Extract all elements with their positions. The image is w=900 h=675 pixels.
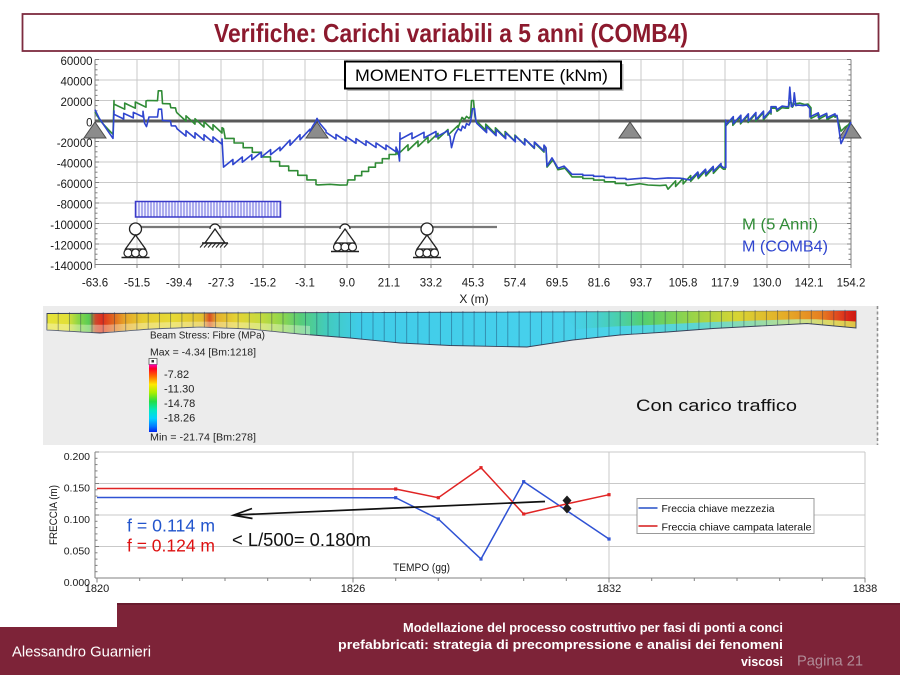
- svg-text:-80000: -80000: [57, 200, 93, 212]
- svg-text:33.2: 33.2: [420, 278, 442, 290]
- svg-text:-60000: -60000: [57, 179, 93, 191]
- svg-text:1820: 1820: [85, 583, 109, 595]
- svg-text:Modellazione del processo cost: Modellazione del processo costruttivo pe…: [403, 620, 783, 635]
- svg-text:Verifiche: Carichi variabili a: Verifiche: Carichi variabili a 5 anni (C…: [214, 18, 688, 48]
- svg-text:-14.78: -14.78: [164, 398, 195, 410]
- svg-text:Max = -4.34 [Bm:1218]: Max = -4.34 [Bm:1218]: [150, 347, 256, 359]
- svg-text:130.0: 130.0: [753, 278, 782, 290]
- svg-text:f = 0.124 m: f = 0.124 m: [127, 536, 215, 556]
- svg-text:105.8: 105.8: [669, 278, 698, 290]
- svg-text:0.150: 0.150: [64, 483, 90, 495]
- svg-text:0.000: 0.000: [64, 577, 90, 589]
- svg-text:-40000: -40000: [57, 159, 93, 171]
- svg-text:< L/500= 0.180m: < L/500= 0.180m: [232, 529, 371, 550]
- svg-text:1832: 1832: [597, 583, 621, 595]
- svg-text:20000: 20000: [61, 97, 93, 109]
- svg-text:Alessandro Guarnieri: Alessandro Guarnieri: [12, 644, 151, 661]
- svg-text:-39.4: -39.4: [166, 278, 193, 290]
- svg-text:9.0: 9.0: [339, 278, 355, 290]
- svg-text:45.3: 45.3: [462, 278, 484, 290]
- svg-text:Freccia chiave campata lateral: Freccia chiave campata laterale: [662, 521, 812, 533]
- svg-text:154.2: 154.2: [837, 278, 866, 290]
- svg-text:60000: 60000: [61, 56, 93, 68]
- svg-text:-15.2: -15.2: [250, 278, 276, 290]
- svg-text:Con carico traffico: Con carico traffico: [636, 396, 797, 415]
- svg-text:93.7: 93.7: [630, 278, 652, 290]
- svg-text:-100000: -100000: [50, 220, 92, 232]
- svg-text:Pagina 21: Pagina 21: [797, 654, 863, 670]
- svg-text:f = 0.114 m: f = 0.114 m: [127, 516, 215, 536]
- svg-text:-27.3: -27.3: [208, 278, 234, 290]
- svg-text:69.5: 69.5: [546, 278, 568, 290]
- svg-text:57.4: 57.4: [504, 278, 527, 290]
- svg-text:M (COMB4): M (COMB4): [742, 239, 828, 256]
- svg-text:0.100: 0.100: [64, 514, 90, 526]
- svg-text:-7.82: -7.82: [164, 369, 189, 381]
- svg-text:X (m): X (m): [459, 292, 488, 306]
- svg-text:142.1: 142.1: [795, 278, 824, 290]
- svg-text:81.6: 81.6: [588, 278, 610, 290]
- svg-text:TEMPO (gg): TEMPO (gg): [393, 562, 450, 574]
- svg-text:0.050: 0.050: [64, 546, 90, 558]
- svg-text:viscosi: viscosi: [741, 654, 783, 669]
- svg-text:-11.30: -11.30: [164, 384, 194, 396]
- svg-text:FRECCIA (m): FRECCIA (m): [48, 485, 60, 545]
- svg-text:prefabbricati: strategia di pr: prefabbricati: strategia di precompressi…: [338, 637, 783, 652]
- svg-text:-120000: -120000: [50, 241, 92, 253]
- svg-text:21.1: 21.1: [378, 278, 400, 290]
- svg-text:-3.1: -3.1: [295, 278, 315, 290]
- svg-text:40000: 40000: [61, 77, 93, 89]
- svg-text:-51.5: -51.5: [124, 278, 150, 290]
- svg-text:MOMENTO FLETTENTE (kNm): MOMENTO FLETTENTE (kNm): [355, 67, 608, 85]
- svg-text:-63.6: -63.6: [82, 278, 108, 290]
- svg-text:M (5 Anni): M (5 Anni): [742, 217, 818, 234]
- svg-text:Min = -21.74 [Bm:278]: Min = -21.74 [Bm:278]: [150, 432, 256, 444]
- svg-text:-18.26: -18.26: [164, 413, 195, 425]
- svg-text:1838: 1838: [853, 583, 877, 595]
- svg-text:-20000: -20000: [57, 138, 93, 150]
- svg-text:1826: 1826: [341, 583, 365, 595]
- svg-text:Freccia chiave mezzezia: Freccia chiave mezzezia: [662, 503, 775, 515]
- svg-text:0: 0: [86, 118, 92, 130]
- svg-text:-140000: -140000: [50, 261, 92, 273]
- svg-text:0.200: 0.200: [64, 451, 90, 463]
- svg-text:117.9: 117.9: [711, 278, 739, 290]
- svg-text:Beam Stress: Fibre (MPa): Beam Stress: Fibre (MPa): [150, 330, 265, 342]
